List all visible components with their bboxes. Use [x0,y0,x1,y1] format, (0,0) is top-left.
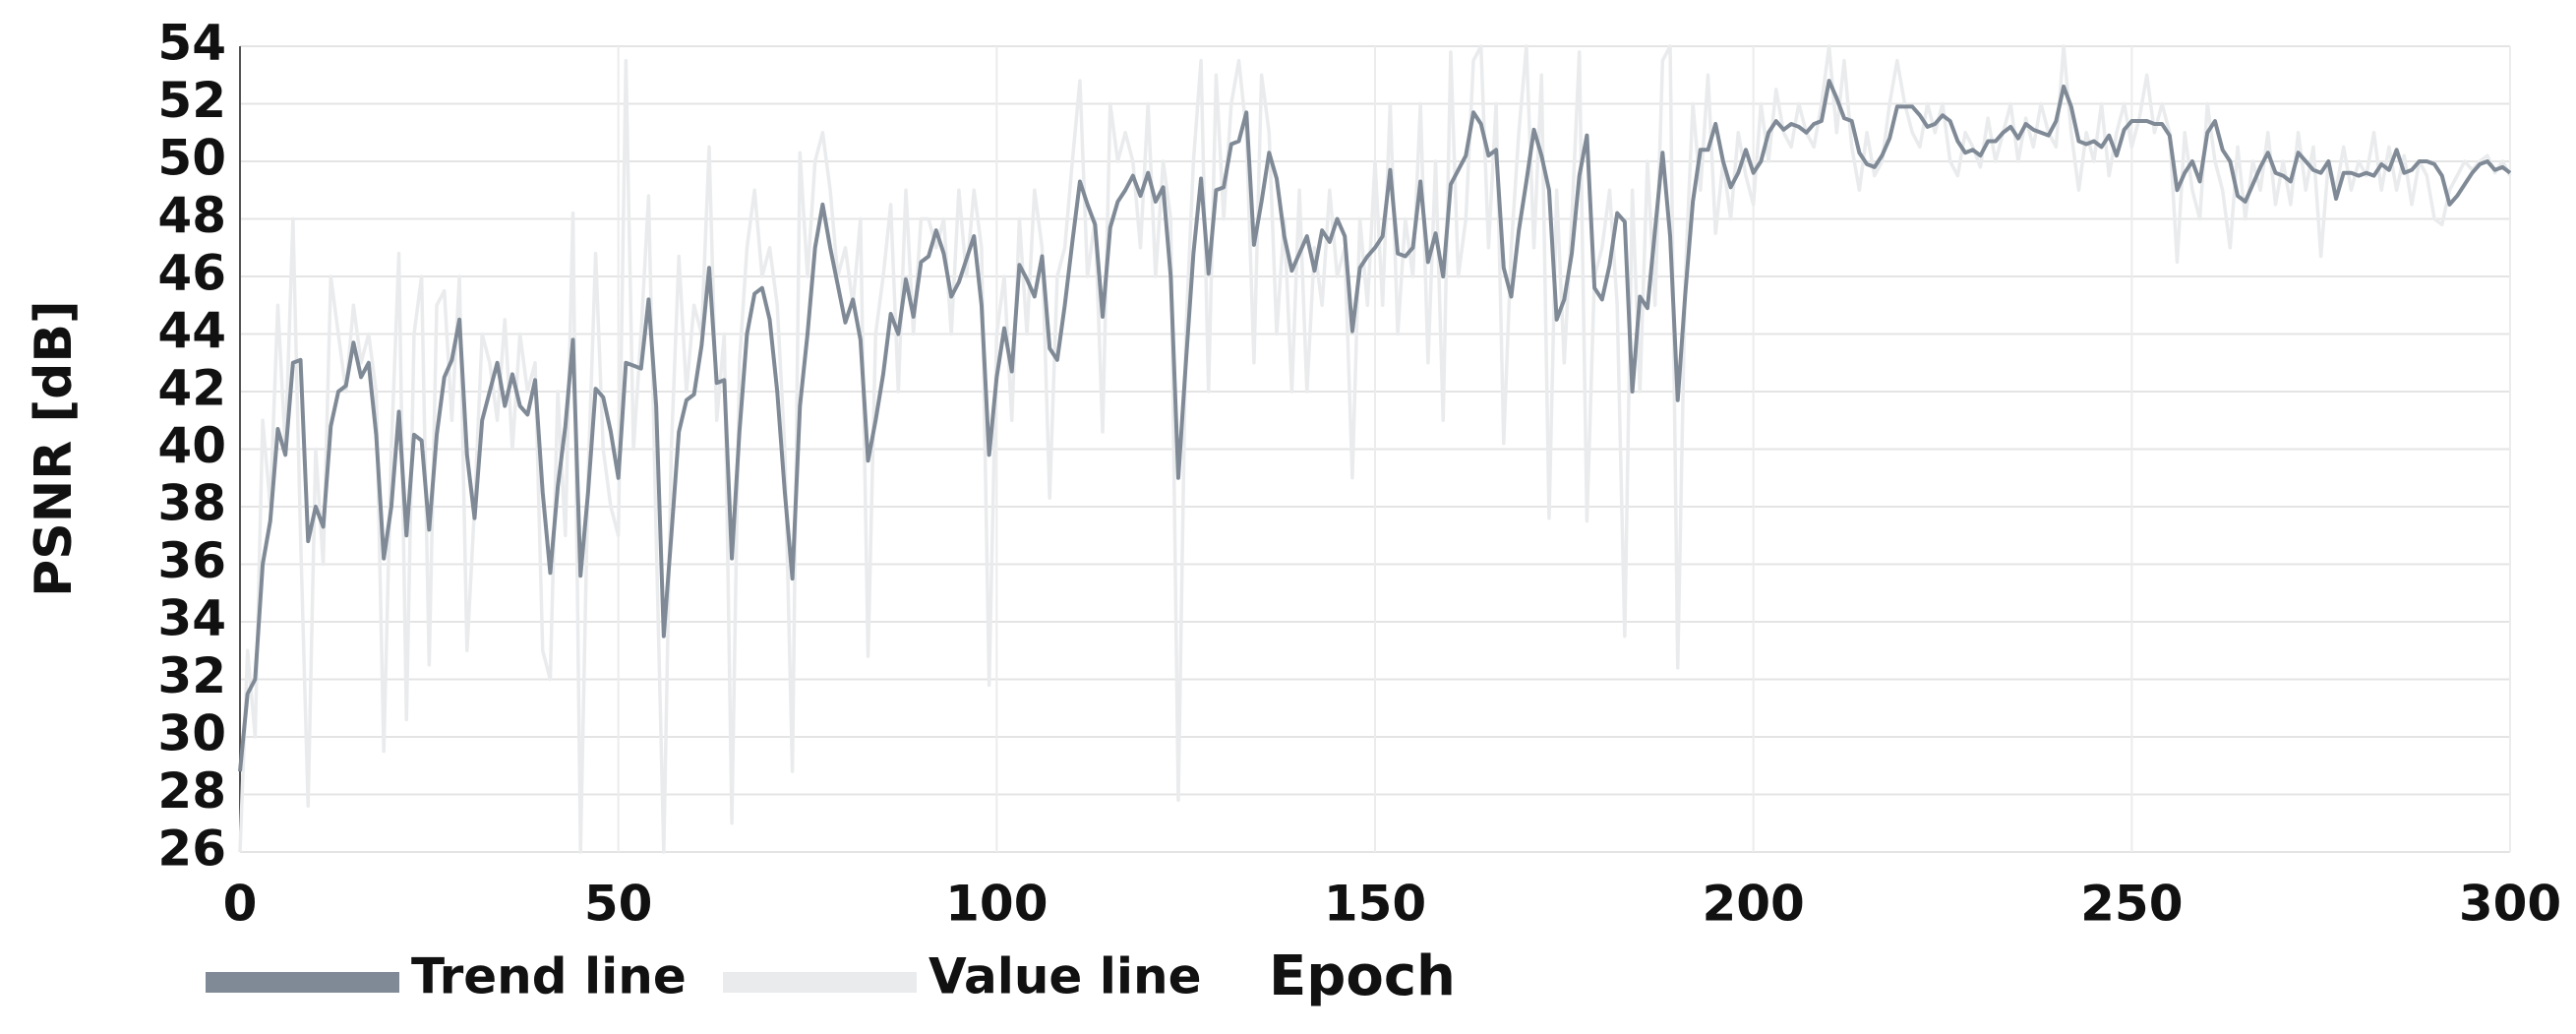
y-tick-label: 38 [157,475,226,532]
y-tick-label: 48 [157,187,226,244]
y-tick-label: 52 [157,72,226,129]
y-tick-label: 28 [157,762,226,820]
y-tick-label: 44 [157,302,226,359]
legend-label: Trend line [411,948,687,1005]
x-tick-label: 50 [584,876,653,933]
legend-swatch [206,972,399,993]
x-tick-label: 0 [223,876,258,933]
y-tick-label: 40 [157,417,226,474]
y-tick-label: 30 [157,705,226,762]
legend-swatch [723,972,917,993]
x-tick-label: 150 [1324,876,1426,933]
data-line [238,79,2512,772]
legend-label: Value line [929,948,1202,1005]
y-tick-label: 26 [157,821,226,878]
y-tick-label: 36 [157,532,226,589]
x-tick-label: 200 [1702,876,1804,933]
y-tick-label: 50 [157,130,226,187]
x-tick-label: 300 [2459,876,2561,933]
y-tick-label: 42 [157,360,226,417]
y-tick-label: 34 [157,590,226,647]
x-axis-label: Epoch [1269,944,1456,1008]
y-axis-label: PSNR [dB] [25,300,84,597]
data-line [238,44,2512,854]
y-tick-label: 54 [157,15,226,72]
x-tick-label: 250 [2080,876,2183,933]
y-tick-label: 46 [157,245,226,302]
x-tick-label: 100 [945,876,1048,933]
y-tick-label: 32 [157,647,226,704]
